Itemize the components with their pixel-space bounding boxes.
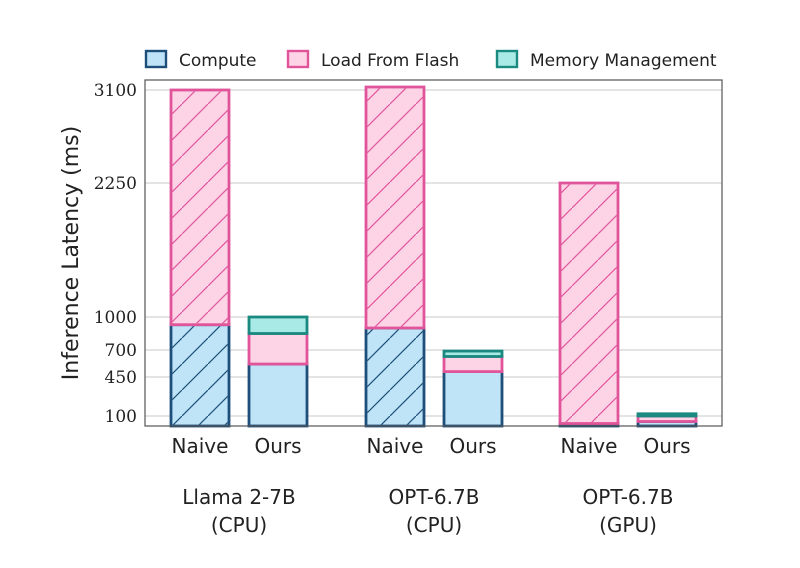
x-tick-label: Ours	[449, 434, 496, 458]
group-sublabel: (CPU)	[406, 513, 462, 537]
y-tick-label: 700	[105, 341, 137, 361]
axes: 100 450 700 1000 2250 3100 Inference Latency (…	[59, 79, 723, 537]
bar-segment-memory-management	[247, 315, 309, 335]
grid-lines	[145, 89, 722, 417]
group-label: OPT-6.7B	[583, 485, 674, 509]
legend-label: Memory Management	[530, 51, 717, 71]
y-tick-label: 100	[105, 407, 137, 427]
bar-segment-memory-management	[442, 349, 504, 358]
bar-segment-compute	[247, 362, 309, 428]
x-tick-label: Ours	[254, 434, 301, 458]
group-sublabel: (CPU)	[211, 513, 267, 537]
legend-swatch-compute	[144, 49, 168, 69]
bars	[169, 85, 698, 428]
group-sublabel: (GPU)	[599, 513, 657, 537]
legend-label: Compute	[179, 51, 257, 71]
y-axis-label: Inference Latency (ms)	[59, 126, 84, 380]
bar-hatch	[561, 184, 617, 423]
x-tick-label: Naive	[561, 434, 618, 458]
bar-segment-compute	[442, 370, 504, 428]
x-tick-label: Ours	[643, 434, 690, 458]
legend-swatch-load-from-flash	[286, 49, 310, 69]
bar-hatch	[172, 91, 228, 324]
x-tick-label: Naive	[367, 434, 424, 458]
plot-frame	[144, 79, 723, 427]
legend-label: Load From Flash	[321, 51, 459, 71]
bar-hatch	[367, 329, 423, 425]
bar-segment-load-from-flash	[442, 355, 504, 374]
y-tick-label: 1000	[94, 308, 137, 328]
y-tick-label: 450	[105, 368, 137, 388]
bar-hatch	[172, 326, 228, 425]
bar-segment-memory-management	[636, 412, 698, 418]
group-label: OPT-6.7B	[389, 485, 480, 509]
group-label: Llama 2-7B	[182, 485, 295, 509]
bar-hatch	[367, 88, 423, 327]
y-tick-label: 3100	[94, 81, 137, 101]
legend-swatch-memory-management	[495, 49, 519, 69]
bar-segment-load-from-flash	[247, 332, 309, 366]
x-tick-label: Naive	[172, 434, 229, 458]
legend: Compute Load From Flash Memory Management	[144, 49, 717, 71]
y-tick-label: 2250	[94, 174, 137, 194]
